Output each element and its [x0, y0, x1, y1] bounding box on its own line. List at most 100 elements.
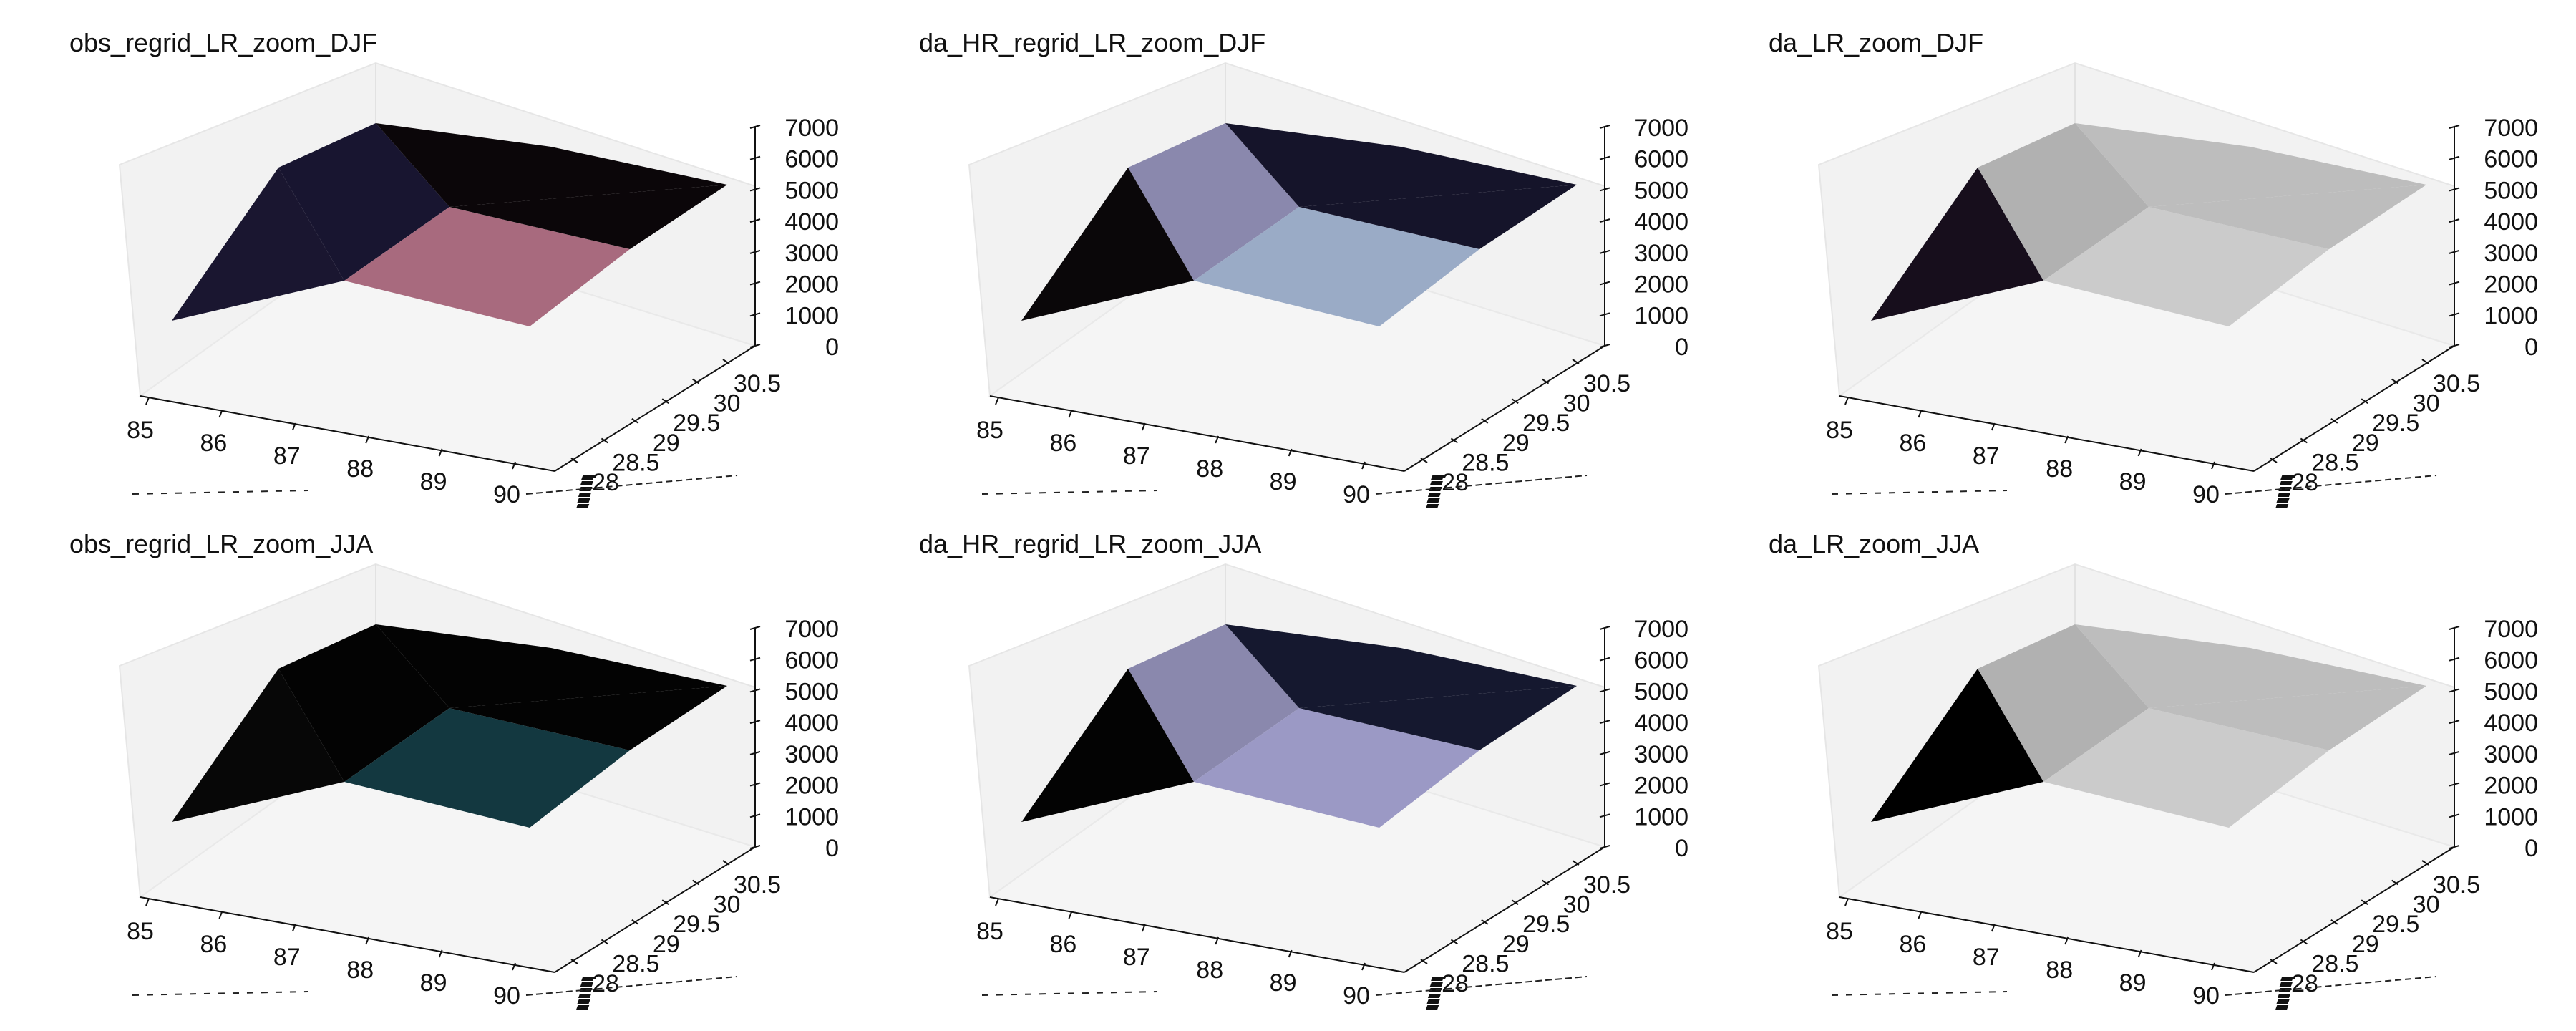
- z-tick: [2449, 688, 2460, 693]
- x-axis-line: [140, 896, 555, 973]
- z-tick-label: 4000: [784, 710, 839, 737]
- z-tick-label: 3000: [2484, 240, 2538, 267]
- z-tick: [749, 657, 761, 662]
- z-tick: [749, 281, 761, 286]
- x-tick-label: 90: [493, 481, 520, 508]
- surface-facet: [449, 185, 727, 249]
- y-tick-label: 29: [653, 430, 680, 457]
- y-tick: [1450, 939, 1458, 945]
- x-tick-label: 86: [200, 931, 227, 958]
- y-tick: [722, 359, 730, 364]
- x-tick: [1068, 410, 1073, 418]
- x-tick-label: 90: [2192, 982, 2220, 1010]
- z-tick: [749, 312, 761, 317]
- y-tick: [631, 417, 639, 424]
- z-tick-label: 1000: [2484, 803, 2538, 831]
- x-tick: [1844, 397, 1849, 405]
- x-tick: [2211, 461, 2215, 470]
- y-tick-label: 30.5: [1583, 370, 1630, 397]
- colorbar-segment: [2277, 994, 2291, 998]
- y-tick: [2300, 437, 2308, 444]
- x-tick: [218, 911, 223, 919]
- z-tick: [1599, 720, 1610, 725]
- z-tick-label: 2000: [1634, 773, 1688, 800]
- colorbar-segment: [2277, 493, 2291, 497]
- x-tick-label: 88: [2046, 455, 2073, 483]
- x-tick-label: 88: [346, 957, 374, 984]
- x-tick: [2064, 936, 2069, 945]
- z-tick: [1599, 657, 1610, 662]
- z-tick: [2449, 249, 2460, 254]
- y-axis-line: [554, 345, 756, 472]
- x-tick-label: 87: [273, 442, 301, 470]
- z-tick-label: 3000: [1634, 240, 1688, 267]
- x-tick: [1991, 422, 1996, 431]
- x-tick-label: 90: [1343, 481, 1370, 508]
- z-tick: [749, 720, 761, 725]
- z-tick-label: 4000: [2484, 208, 2538, 236]
- y-tick: [2300, 939, 2308, 945]
- z-tick: [2449, 281, 2460, 286]
- colorbar-segment: [2279, 982, 2293, 987]
- surface-facet: [1978, 624, 2149, 782]
- y-tick-label: 29.5: [1522, 410, 1570, 437]
- x-tick: [1288, 949, 1293, 958]
- x-tick: [2064, 435, 2069, 444]
- colorbar-fragment: [1426, 977, 1444, 1010]
- z-tick-label: 0: [2524, 835, 2538, 862]
- x-tick: [512, 962, 516, 971]
- z-tick-label: 7000: [784, 616, 839, 643]
- x-tick: [145, 397, 150, 405]
- y-tick-label: 28.5: [1462, 950, 1509, 977]
- z-tick-label: 2000: [2484, 271, 2538, 299]
- surface-facet: [1225, 624, 1577, 708]
- chart-title: da_HR_regrid_LR_zoom_JJA: [919, 529, 1261, 558]
- z-tick-label: 5000: [1634, 678, 1688, 705]
- x-tick-label: 90: [2192, 481, 2220, 508]
- colorbar-segment: [1427, 493, 1442, 497]
- x-tick: [1361, 962, 1366, 971]
- colorbar-segment: [578, 994, 592, 998]
- x-tick: [512, 461, 516, 470]
- z-tick-label: 6000: [1634, 647, 1688, 674]
- x-tick-label: 87: [1123, 944, 1150, 971]
- z-tick-label: 1000: [784, 302, 839, 329]
- y-tick: [2391, 378, 2399, 384]
- surface-facet: [278, 123, 449, 281]
- y-tick: [1542, 879, 1550, 886]
- z-tick-label: 2000: [1634, 271, 1688, 299]
- z-tick-label: 2000: [784, 271, 839, 299]
- y-tick: [1511, 398, 1519, 405]
- y-tick-label: 28: [592, 970, 619, 997]
- z-tick: [1599, 155, 1610, 160]
- x-tick: [365, 435, 370, 444]
- chart-panel: da_HR_regrid_LR_zoom_DJF 85 86 87 88 89 90 2828…: [919, 28, 1688, 508]
- x-tick-label: 87: [1973, 944, 2000, 971]
- y-tick-label: 28.5: [612, 950, 659, 977]
- surface-facet: [1194, 207, 1479, 326]
- surface-facet: [1194, 708, 1479, 828]
- colorbar-segment: [1426, 498, 1440, 503]
- x-tick: [2137, 448, 2142, 457]
- x-tick-label: 86: [200, 430, 227, 457]
- y-tick-label: 28.5: [612, 449, 659, 476]
- x-tick-label: 86: [1049, 430, 1076, 457]
- colorbar-segment: [1429, 982, 1443, 987]
- z-tick: [2449, 155, 2460, 160]
- z-tick: [749, 155, 761, 160]
- colorbar-segment: [577, 498, 590, 503]
- z-tick-label: 4000: [2484, 710, 2538, 737]
- z-tick: [1599, 845, 1610, 849]
- z-tick: [1599, 750, 1610, 755]
- x-tick-label: 85: [976, 918, 1003, 945]
- surface-facet: [1128, 123, 1299, 281]
- z-tick-label: 5000: [784, 678, 839, 705]
- x-tick: [1141, 924, 1146, 932]
- z-tick-label: 5000: [2484, 678, 2538, 705]
- y-axis-label-fragment: [525, 976, 738, 996]
- colorbar-segment: [1426, 1005, 1439, 1010]
- x-tick-label: 89: [2119, 468, 2147, 495]
- chart-title: obs_regrid_LR_zoom_JJA: [69, 529, 373, 558]
- z-tick-label: 4000: [784, 208, 839, 236]
